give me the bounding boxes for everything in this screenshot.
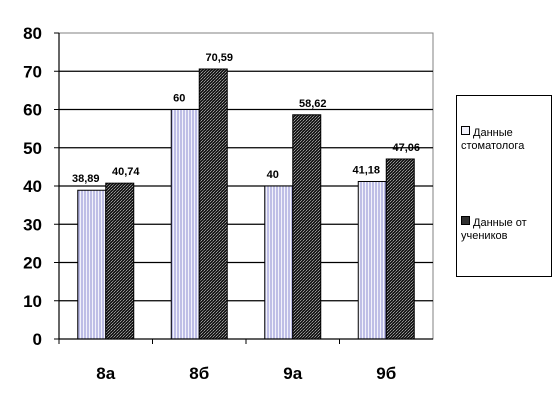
data-label: 38,89 — [72, 173, 100, 185]
y-tick-label: 0 — [33, 330, 42, 349]
data-label: 41,18 — [352, 164, 380, 176]
y-tick-label: 60 — [23, 101, 42, 120]
legend-label-2: Данные от учеников — [461, 217, 527, 242]
data-label: 58,62 — [299, 98, 327, 110]
data-label: 60 — [173, 93, 185, 105]
y-tick-label: 40 — [23, 177, 42, 196]
legend-item-series-1: Данные стоматолога — [461, 126, 551, 153]
bars — [77, 68, 415, 340]
x-category-label: 9а — [283, 364, 302, 383]
bar-students-8б — [198, 68, 228, 340]
bar-stomatolog-8а — [77, 189, 107, 340]
data-labels: 38,89 40,74 60 70,59 40 58,62 41,18 47,06 — [72, 52, 420, 185]
legend-label-1: Данные стоматолога — [461, 127, 525, 152]
legend-swatch-1 — [461, 126, 470, 135]
x-category-label: 8а — [96, 364, 115, 383]
data-label: 40,74 — [112, 166, 140, 178]
y-axis: 0 10 20 30 40 50 60 70 80 — [23, 24, 60, 349]
data-label: 70,59 — [205, 52, 233, 64]
bar-stomatolog-8б — [170, 109, 200, 340]
legend: Данные стоматолога Данные от учеников — [456, 95, 552, 277]
bar-students-9а — [292, 114, 322, 340]
y-tick-label: 20 — [23, 254, 42, 273]
bar-stomatolog-9б — [357, 180, 387, 340]
data-label: 40 — [267, 169, 279, 181]
y-tick-label: 70 — [23, 62, 42, 81]
x-axis: 8а 8б 9а 9б — [58, 338, 433, 383]
bar-students-8а — [105, 182, 135, 340]
legend-swatch-2 — [461, 216, 470, 225]
y-tick-label: 80 — [23, 24, 42, 43]
bar-students-9б — [385, 158, 415, 340]
y-tick-label: 30 — [23, 215, 42, 234]
x-category-label: 9б — [376, 364, 396, 383]
data-label: 47,06 — [392, 142, 420, 154]
y-tick-label: 50 — [23, 139, 42, 158]
bar-stomatolog-9а — [264, 185, 294, 340]
legend-item-series-2: Данные от учеников — [461, 216, 551, 243]
x-category-label: 8б — [189, 364, 209, 383]
y-tick-label: 10 — [23, 292, 42, 311]
